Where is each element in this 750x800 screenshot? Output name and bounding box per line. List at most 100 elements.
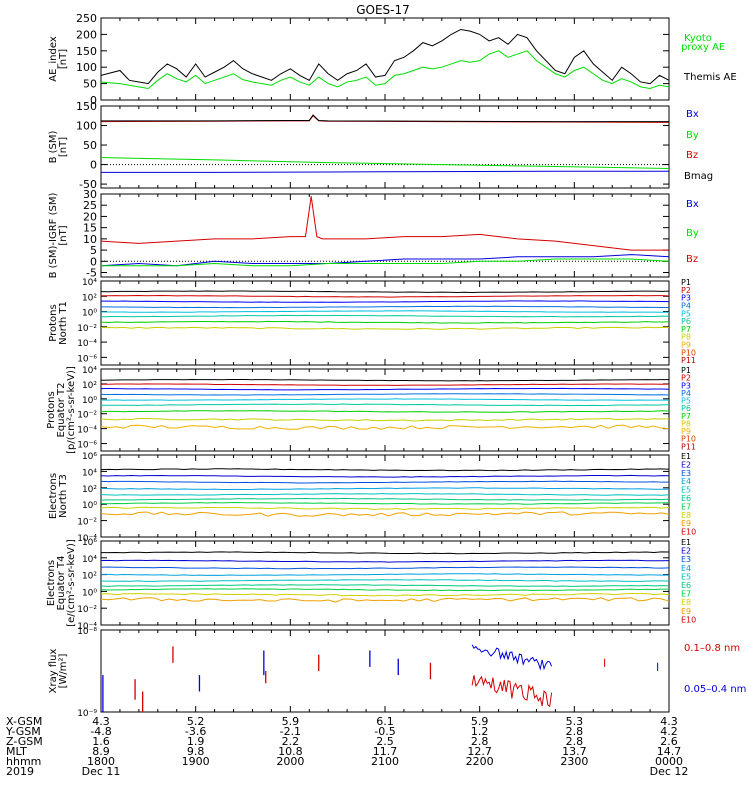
panel-xray: 10⁻⁹ 10⁻⁸ xyxy=(77,627,670,719)
panel-pnorth: 10⁻⁶ 10⁻⁴ 10⁻² 10⁰ 10² 10⁴ xyxy=(77,278,670,366)
ephem-value: 11.7 xyxy=(373,745,398,758)
y-axis-label: [p/(cm²-s-sr-keV)] xyxy=(66,366,77,454)
ephem-value: -4.8 xyxy=(90,725,111,738)
channel-p8 xyxy=(100,326,670,330)
legend-p8: P8 xyxy=(681,419,691,428)
channel-p2 xyxy=(100,383,670,386)
y-axis-label: Protons xyxy=(46,391,57,428)
legend-e6: E6 xyxy=(681,494,691,503)
y-tick-label: 10⁻⁸ xyxy=(77,627,97,637)
legend-e1: E1 xyxy=(681,538,691,547)
panel-frame xyxy=(100,280,670,366)
y-tick-label: 10⁰ xyxy=(82,309,97,319)
y-axis-label: B (SM) xyxy=(48,130,59,163)
panel-frame xyxy=(100,105,670,189)
y-tick-label: 10⁰ xyxy=(82,396,97,406)
plot-title: GOES-17 xyxy=(356,3,410,17)
y-tick-label: 10⁴ xyxy=(82,468,97,478)
y-tick-label: 50 xyxy=(83,139,97,152)
y-axis-label: [W/m²] xyxy=(58,653,69,688)
series-by xyxy=(100,157,670,169)
ephem-value: 5.9 xyxy=(282,715,300,728)
series-bx xyxy=(101,170,669,173)
legend-p11: P11 xyxy=(681,356,696,365)
ephem-value: 2.2 xyxy=(282,735,300,748)
channel-e7 xyxy=(100,588,670,592)
legend-p6: P6 xyxy=(681,317,691,326)
legend-by: By xyxy=(686,228,699,239)
y-tick-label: 10⁴ xyxy=(82,366,97,376)
ephem-value: -2.1 xyxy=(280,725,301,738)
legend-e2: E2 xyxy=(681,460,691,469)
y-tick-label: 25 xyxy=(83,199,97,212)
legend-p8: P8 xyxy=(681,333,691,342)
legend-p2: P2 xyxy=(681,286,691,295)
y-tick-label: 10⁻² xyxy=(77,605,97,615)
panel-ae: 0 50 100 150 200 250 xyxy=(76,12,670,107)
ephem-row-label: Z-GSM xyxy=(6,735,43,748)
series-xray-long xyxy=(471,675,553,708)
panel-pequator: 10⁻⁶ 10⁻⁴ 10⁻² 10⁰ 10² 10⁴ xyxy=(77,366,670,452)
legend-e2: E2 xyxy=(681,547,691,556)
ephem-value: 14.7 xyxy=(657,745,682,758)
ephem-value: 1.6 xyxy=(92,735,110,748)
channel-p8 xyxy=(100,418,670,422)
legend-p1: P1 xyxy=(681,278,691,287)
channel-p6 xyxy=(100,314,670,318)
series-bz xyxy=(100,196,669,251)
y-tick-label: 10² xyxy=(82,381,97,391)
legend-p9: P9 xyxy=(681,341,691,350)
channel-p4 xyxy=(100,393,670,396)
channel-p5 xyxy=(100,398,670,401)
channel-p4 xyxy=(100,305,670,309)
legend-p2: P2 xyxy=(681,374,691,383)
y-tick-label: 30 xyxy=(83,188,97,201)
channel-e3 xyxy=(100,566,670,570)
legend-p4: P4 xyxy=(681,389,691,398)
channel-p1 xyxy=(100,290,670,293)
series-bx xyxy=(100,254,670,267)
y-tick-label: 10² xyxy=(82,572,97,582)
y-axis-label: AE_index xyxy=(48,36,59,82)
y-axis-label: [nT] xyxy=(58,49,69,69)
legend-e10: E10 xyxy=(681,615,696,624)
legend-e3: E3 xyxy=(681,555,691,564)
y-tick-label: 0 xyxy=(90,94,97,107)
legend-p3: P3 xyxy=(681,294,691,303)
channel-e9 xyxy=(100,511,670,517)
y-tick-label: 100 xyxy=(76,120,97,133)
ephem-value: 5.9 xyxy=(471,715,489,728)
legend-e3: E3 xyxy=(681,469,691,478)
ephem-value: 2100 xyxy=(371,755,399,768)
ephem-row-label: Y-GSM xyxy=(5,725,41,738)
ephem-value: 2000 xyxy=(276,755,304,768)
y-tick-label: 10⁶ xyxy=(82,538,97,548)
ephem-value: 10.8 xyxy=(278,745,303,758)
channel-e4 xyxy=(100,487,670,490)
legend-bx: Bx xyxy=(686,109,699,120)
channel-e5 xyxy=(100,579,670,582)
y-axis-label: North T3 xyxy=(58,474,69,518)
channel-p7 xyxy=(100,320,670,324)
y-tick-label: 10 xyxy=(83,233,97,246)
ephem-value: 5.2 xyxy=(187,715,205,728)
ephem-value: 12.7 xyxy=(467,745,492,758)
ephem-value: 9.8 xyxy=(187,745,205,758)
panel-eequator: 10⁻⁴ 10⁻² 10⁰ 10² 10⁴ 10⁶ xyxy=(77,538,670,632)
legend-p3: P3 xyxy=(681,381,691,390)
channel-p5 xyxy=(100,310,670,313)
panel-frame xyxy=(100,454,670,538)
ephem-value: 8.9 xyxy=(92,745,110,758)
legend-p10: P10 xyxy=(681,348,696,357)
y-tick-label: -50 xyxy=(79,178,97,191)
legend-p7: P7 xyxy=(681,412,691,421)
y-tick-label: 100 xyxy=(76,61,97,74)
y-tick-label: 50 xyxy=(83,78,97,91)
y-axis-label: North T1 xyxy=(58,301,69,345)
y-tick-label: 10⁻² xyxy=(77,518,97,528)
channel-e2 xyxy=(100,559,670,563)
legend-p5: P5 xyxy=(681,309,691,318)
legend-p7: P7 xyxy=(681,325,691,334)
ephem-value: 4.3 xyxy=(92,715,110,728)
legend-e5: E5 xyxy=(681,486,691,495)
